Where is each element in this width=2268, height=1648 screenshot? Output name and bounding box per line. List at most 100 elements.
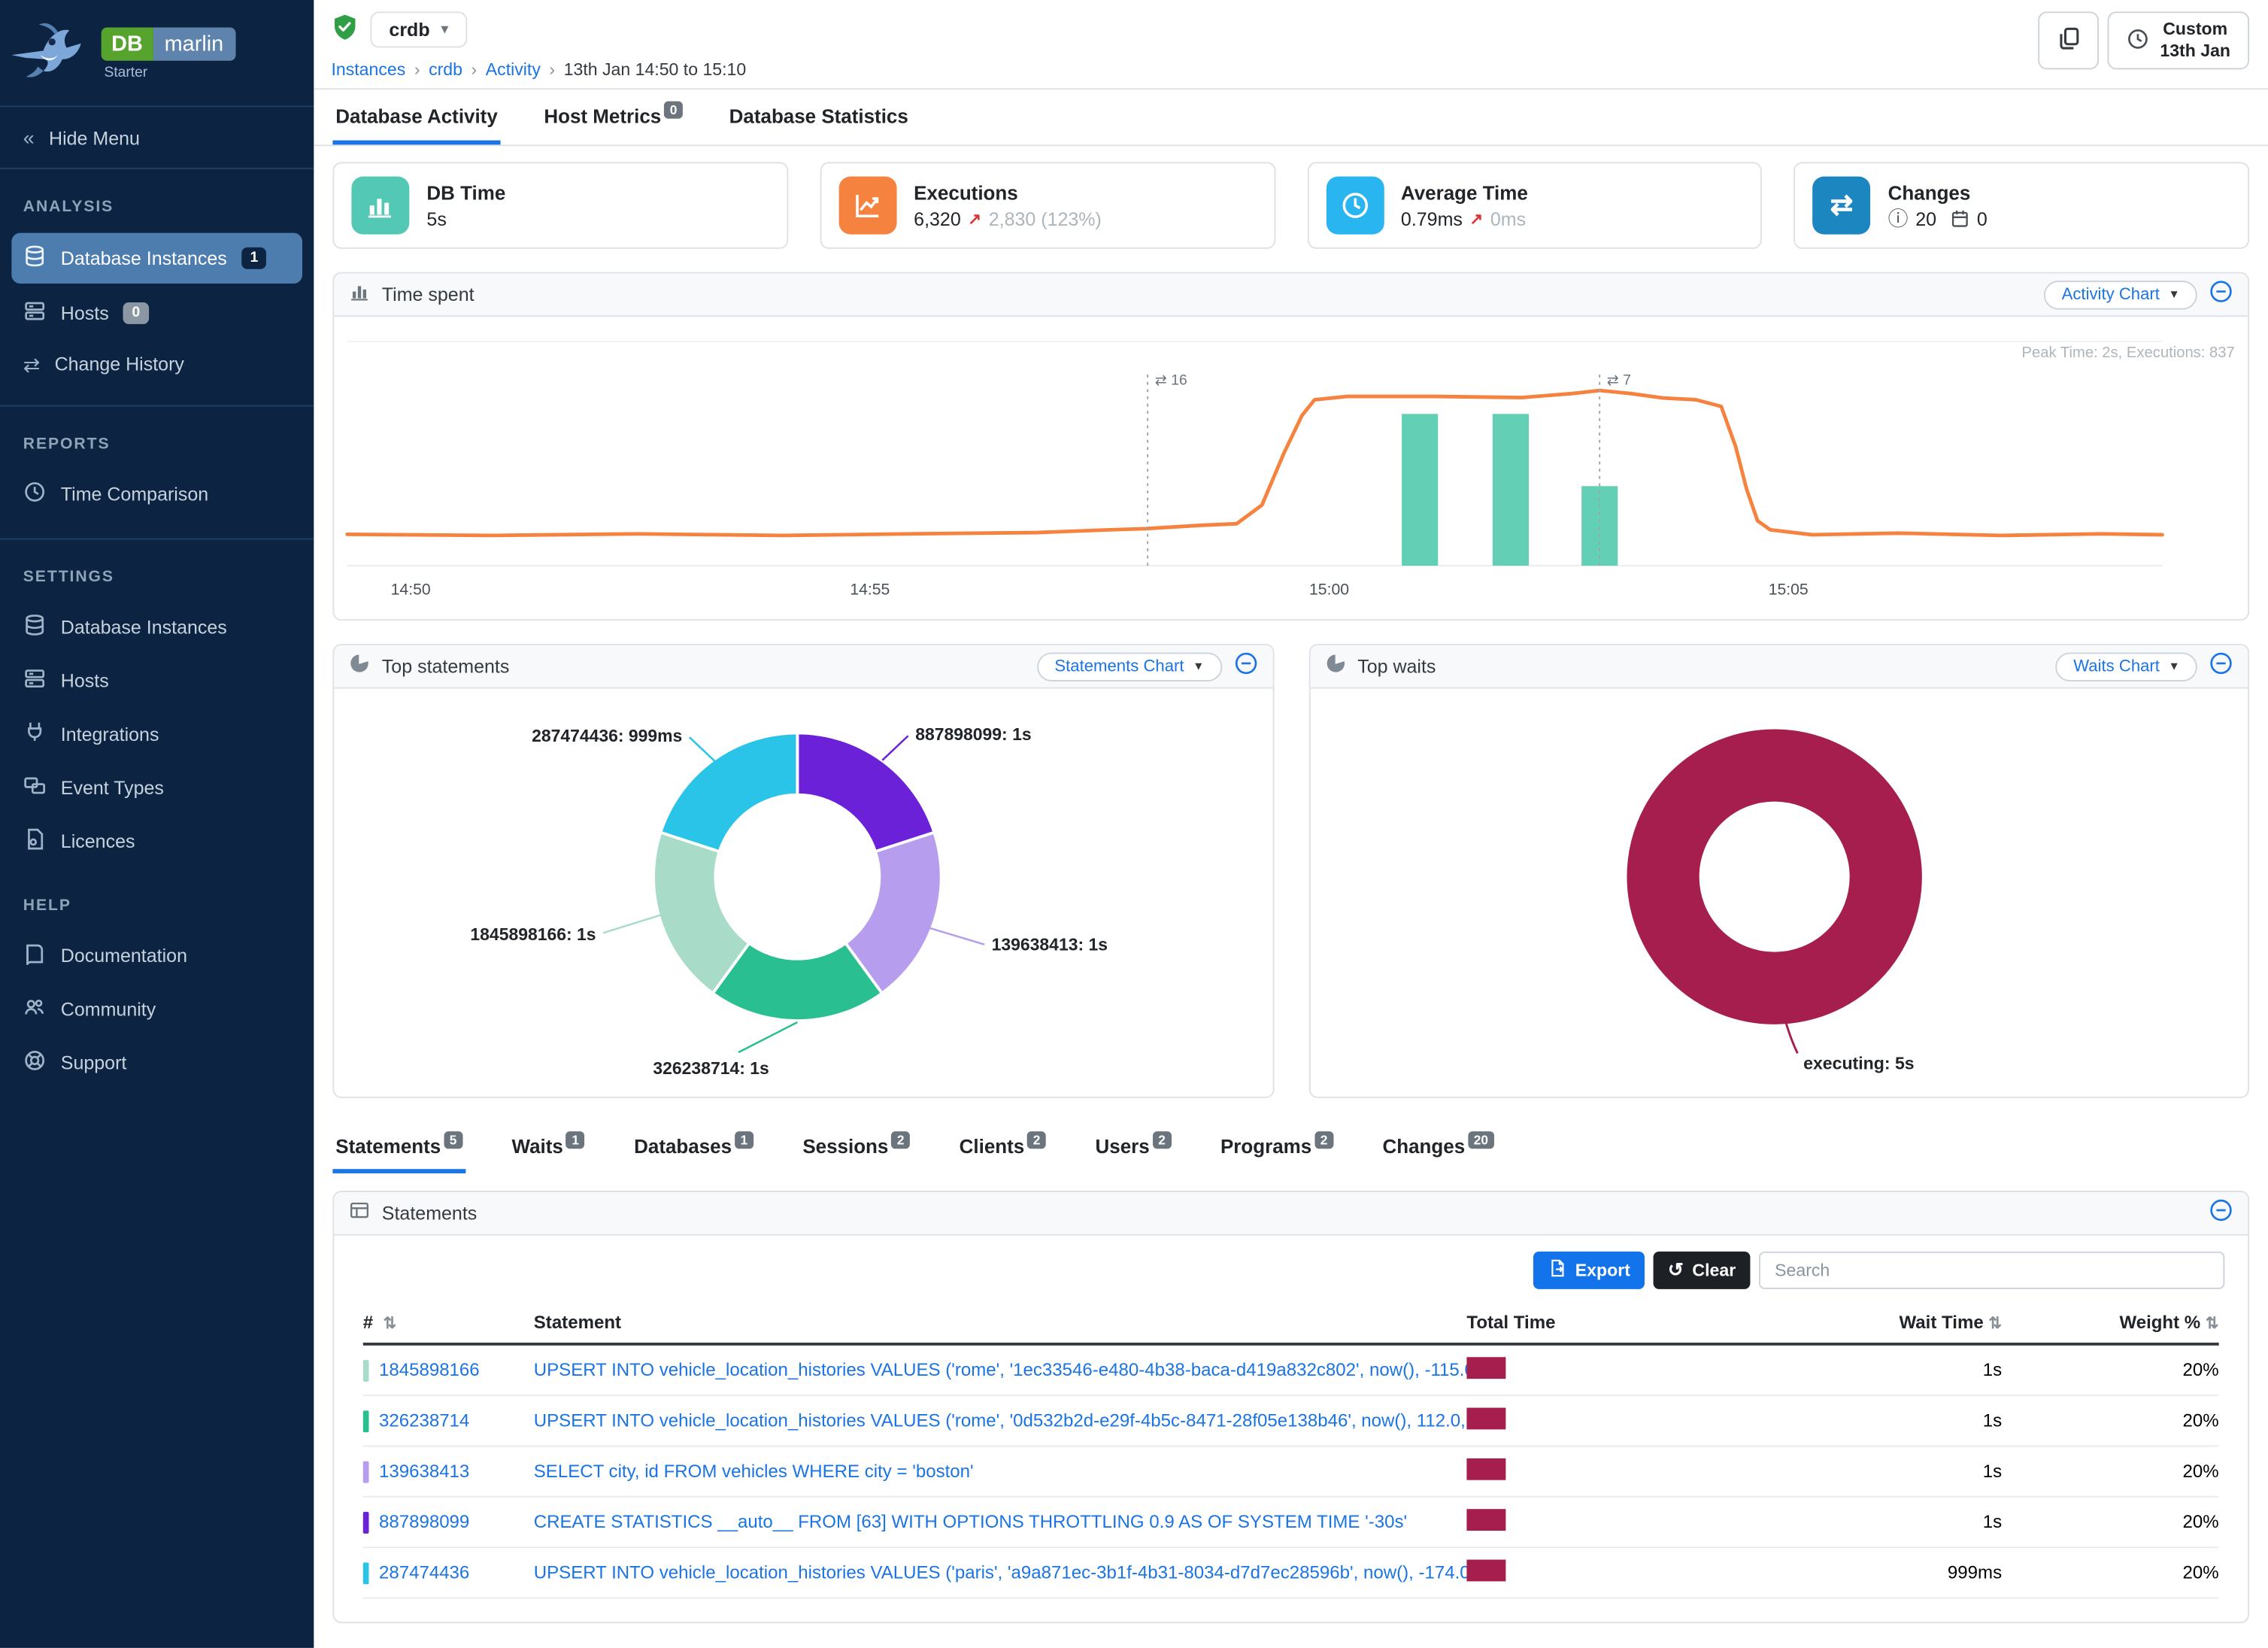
table-toolbar: Export ↺ Clear [334,1236,2248,1301]
donut-slice-1845898166[interactable] [652,830,751,996]
sidebar-item-integrations[interactable]: Integrations [0,708,314,761]
tab-database-activity[interactable]: Database Activity [332,90,501,145]
copy-link-button[interactable] [2038,11,2100,70]
tab-users[interactable]: Users 2 [1093,1121,1175,1173]
tab-programs[interactable]: Programs 2 [1217,1121,1336,1173]
donut-slice-139638413[interactable] [843,830,943,996]
waits-chart-select[interactable]: Waits Chart ▼ [2056,651,2197,681]
card-executions: Executions 6,320 ↗ 2,830 (123%) [820,162,1275,249]
tab-statements[interactable]: Statements 5 [332,1121,465,1173]
svg-text:⇄ 16: ⇄ 16 [1155,373,1187,389]
col-wait-time[interactable]: Wait Time [1899,1312,1984,1333]
clock-icon [1325,176,1384,235]
sidebar-item-settings-hosts[interactable]: Hosts [0,654,314,707]
sidebar-item-community[interactable]: Community [0,982,314,1036]
activity-chart-select[interactable]: Activity Chart ▼ [2044,280,2197,309]
svg-text:14:55: 14:55 [850,581,890,599]
time-spent-chart-area[interactable]: Peak Time: 2s, Executions: 837 ⇄ 16 ⇄ 7 14… [334,317,2248,619]
section-title-settings: SETTINGS [23,568,114,587]
sort-icon[interactable]: ⇅ [383,1314,397,1332]
tab-waits[interactable]: Waits 1 [509,1121,588,1173]
statement-id-link[interactable]: 1845898166 [378,1360,480,1381]
sidebar-item-hosts[interactable]: Hosts 0 [0,287,314,340]
col-statement[interactable]: Statement [533,1312,622,1333]
tab-sessions[interactable]: Sessions 2 [799,1121,913,1173]
statements-panel: Statements Export [332,1191,2250,1624]
donut-panels: Top statements Statements Chart ▼ [332,643,2250,1098]
sidebar-item-time-comparison[interactable]: Time Comparison [0,467,314,521]
export-button[interactable]: Export [1533,1251,1645,1289]
dbmarlin-logo[interactable]: DB marlin Starter [0,0,314,105]
sidebar-item-support[interactable]: Support [0,1036,314,1089]
statement-link[interactable]: SELECT city, id FROM vehicles WHERE city… [533,1461,974,1482]
statement-link[interactable]: UPSERT INTO vehicle_location_histories V… [533,1410,1467,1431]
breadcrumb-crdb[interactable]: crdb [429,59,462,80]
statement-link[interactable]: UPSERT INTO vehicle_location_histories V… [533,1562,1467,1583]
donut-label-326238714: 326238714: 1s [653,1058,769,1078]
tab-badge: 2 [1027,1131,1047,1149]
instance-selector[interactable]: crdb ▾ [370,11,467,48]
breadcrumb-activity[interactable]: Activity [485,59,541,80]
col-total-time[interactable]: Total Time [1466,1312,1556,1333]
statement-id-link[interactable]: 326238714 [378,1410,470,1431]
statement-id-link[interactable]: 139638413 [378,1461,470,1482]
bar-chart-icon [351,176,410,235]
card-title: DB Time [426,181,506,204]
sidebar-item-label: Support [60,1052,127,1074]
licence-icon [23,827,47,855]
sidebar-item-licences[interactable]: Licences [0,815,314,868]
breadcrumb-instances[interactable]: Instances [331,59,406,80]
tab-host-metrics[interactable]: Host Metrics 0 [541,90,686,144]
tab-clients[interactable]: Clients 2 [957,1121,1049,1173]
time-range-button[interactable]: Custom 13th Jan [2108,11,2250,70]
sidebar-item-database-instances[interactable]: Database Instances 1 [11,232,303,284]
clear-button[interactable]: ↺ Clear [1653,1251,1751,1289]
statement-id-link[interactable]: 287474436 [378,1562,470,1583]
color-chip [362,1359,369,1381]
donut-slice-326238714[interactable] [711,941,884,1022]
hide-menu-button[interactable]: « Hide Menu [0,107,314,168]
sidebar-item-change-history[interactable]: ⇄ Change History [0,340,314,387]
tab-database-statistics[interactable]: Database Statistics [726,90,911,144]
sidebar-item-documentation[interactable]: Documentation [0,929,314,982]
card-db-time: DB Time 5s [332,162,788,249]
table-row: 887898099 CREATE STATISTICS __auto__ FRO… [362,1498,2219,1549]
sidebar-item-label: Hosts [60,669,109,692]
collapse-icon[interactable] [2209,1197,2233,1229]
donut-slice-287474436[interactable] [659,731,799,854]
total-time-bar [1466,1559,1506,1582]
waits-donut[interactable]: executing: 5s [1310,689,2248,1097]
export-icon [1548,1258,1566,1282]
tab-changes[interactable]: Changes 20 [1380,1121,1497,1173]
total-time-bar [1466,1357,1506,1379]
statement-link[interactable]: CREATE STATISTICS __auto__ FROM [63] WIT… [533,1512,1408,1532]
donut-ring-executing[interactable] [1626,729,1921,1024]
tab-databases[interactable]: Databases 1 [631,1121,757,1173]
statement-id-link[interactable]: 887898099 [378,1512,470,1532]
caret-down-icon: ▼ [2168,660,2180,673]
card-delta: 2,830 (123%) [988,208,1102,229]
logo-wordmark: DB marlin Starter [101,27,235,81]
search-input[interactable] [1758,1251,2225,1289]
sidebar-item-settings-database-instances[interactable]: Database Instances [0,600,314,654]
statements-donut[interactable]: 287474436: 999ms 887898099: 1s 184589816… [334,689,1272,1097]
donut-slice-887898099[interactable] [796,731,936,854]
statement-link[interactable]: UPSERT INTO vehicle_location_histories V… [533,1360,1467,1381]
sort-icon[interactable]: ⇅ [1988,1315,2003,1333]
collapse-icon[interactable] [1233,651,1258,682]
col-num[interactable]: # [362,1312,374,1333]
statements-chart-select[interactable]: Statements Chart ▼ [1037,651,1222,681]
collapse-icon[interactable] [2209,278,2233,310]
stat-cards: DB Time 5s Executions 6,320 ↗ 2,830 (123… [332,162,2250,249]
col-weight[interactable]: Weight % [2119,1312,2201,1333]
panel-title: Time spent [381,284,475,305]
sort-icon[interactable]: ⇅ [2205,1315,2219,1333]
wait-time-value: 1s [1982,1512,2003,1532]
tab-label: Changes [1382,1135,1466,1158]
svg-text:⇄ 7: ⇄ 7 [1607,373,1631,389]
sidebar-item-event-types[interactable]: Event Types [0,761,314,815]
table-header-row: # ⇅ Statement Total Time Wait Time ⇅ Weig… [362,1300,2219,1346]
collapse-icon[interactable] [2209,651,2233,682]
event-types-icon [23,774,47,802]
